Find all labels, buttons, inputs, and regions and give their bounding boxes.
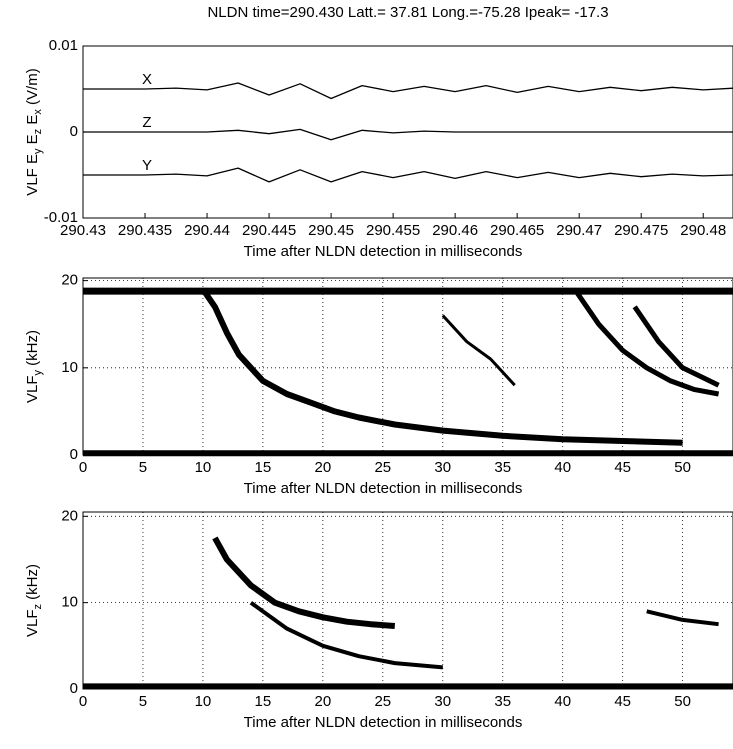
series-line xyxy=(200,287,683,446)
y-tick-label: 10 xyxy=(61,359,78,376)
x-axis-label: Time after NLDN detection in millisecond… xyxy=(244,480,523,497)
x-tick-label: 30 xyxy=(434,459,451,476)
x-tick-label: 5 xyxy=(139,693,147,710)
y-axis-label-part: x xyxy=(32,109,44,115)
x-tick-label: 45 xyxy=(614,693,631,710)
y-tick-label: 0 xyxy=(70,680,78,697)
x-tick-label: 0 xyxy=(79,693,87,710)
y-axis-label-part: VLF xyxy=(24,609,41,637)
x-axis-label: Time after NLDN detection in millisecond… xyxy=(244,243,523,260)
series-label: Y xyxy=(142,157,152,174)
x-tick-label: 290.48 xyxy=(680,222,726,239)
x-tick-label: 0 xyxy=(79,459,87,476)
x-tick-label: 5 xyxy=(139,459,147,476)
series-line xyxy=(249,601,443,670)
x-tick-label: 50 xyxy=(674,459,691,476)
plot-area xyxy=(82,511,733,690)
series-line xyxy=(83,167,733,183)
y-tick-label: -0.01 xyxy=(44,209,78,226)
x-tick-label: 50 xyxy=(674,693,691,710)
series-label: Z xyxy=(142,114,151,131)
x-tick-label: 15 xyxy=(255,459,272,476)
y-tick-label: 20 xyxy=(61,507,78,524)
x-tick-label: 290.435 xyxy=(118,222,172,239)
series-line xyxy=(572,287,720,397)
y-tick-label: 0 xyxy=(70,123,78,140)
series-line xyxy=(83,82,733,100)
y-tick-label: 0 xyxy=(70,446,78,463)
y-axis-label: VLFy (kHz) xyxy=(24,330,44,403)
x-tick-label: 290.46 xyxy=(432,222,478,239)
series-line xyxy=(441,314,516,387)
series-line xyxy=(83,128,733,141)
x-tick-label: 30 xyxy=(434,693,451,710)
series-line xyxy=(632,305,720,388)
y-axis-label-part: (V/m) xyxy=(24,68,41,109)
y-tick-label: 10 xyxy=(61,594,78,611)
y-axis-label-part: y xyxy=(32,148,44,154)
x-tick-label: 25 xyxy=(374,459,391,476)
series-label: X xyxy=(142,71,152,88)
x-tick-label: 15 xyxy=(255,693,272,710)
x-tick-label: 290.43 xyxy=(60,222,106,239)
y-axis-label-part: VLF xyxy=(24,375,41,403)
x-tick-label: 40 xyxy=(554,693,571,710)
y-axis-label-part: (kHz) xyxy=(24,564,41,604)
x-tick-label: 25 xyxy=(374,693,391,710)
y-axis-label-part: y xyxy=(32,369,44,375)
y-axis-label-part: (kHz) xyxy=(24,330,41,370)
x-tick-label: 45 xyxy=(614,459,631,476)
y-tick-label: 20 xyxy=(61,272,78,289)
y-axis-label: VLFz (kHz) xyxy=(24,564,44,637)
x-tick-label: 290.45 xyxy=(308,222,354,239)
x-tick-label: 40 xyxy=(554,459,571,476)
x-tick-label: 10 xyxy=(195,459,212,476)
x-tick-label: 20 xyxy=(315,693,332,710)
x-axis-label: Time after NLDN detection in millisecond… xyxy=(244,714,523,731)
x-tick-label: 290.44 xyxy=(184,222,230,239)
y-axis-label-part: z xyxy=(32,604,44,610)
y-tick-label: 0.01 xyxy=(49,37,78,54)
y-axis-label-part: z xyxy=(32,129,44,135)
series-line xyxy=(212,536,396,629)
x-tick-label: 290.455 xyxy=(366,222,420,239)
y-axis-label-part: E xyxy=(24,134,41,148)
x-tick-label: 10 xyxy=(195,693,212,710)
x-tick-label: 290.445 xyxy=(242,222,296,239)
x-tick-label: 290.475 xyxy=(614,222,668,239)
x-tick-label: 35 xyxy=(494,459,511,476)
x-tick-label: 290.47 xyxy=(556,222,602,239)
series-line xyxy=(646,609,719,627)
x-tick-label: 20 xyxy=(315,459,332,476)
y-axis-label-part: VLF E xyxy=(24,154,41,196)
x-tick-label: 35 xyxy=(494,693,511,710)
x-tick-label: 290.465 xyxy=(490,222,544,239)
y-axis-label-part: E xyxy=(24,115,41,129)
chart-title: NLDN time=290.430 Latt.= 37.81 Long.=-75… xyxy=(207,4,608,21)
y-axis-label: VLF Ey Ez Ex (V/m) xyxy=(24,68,44,195)
